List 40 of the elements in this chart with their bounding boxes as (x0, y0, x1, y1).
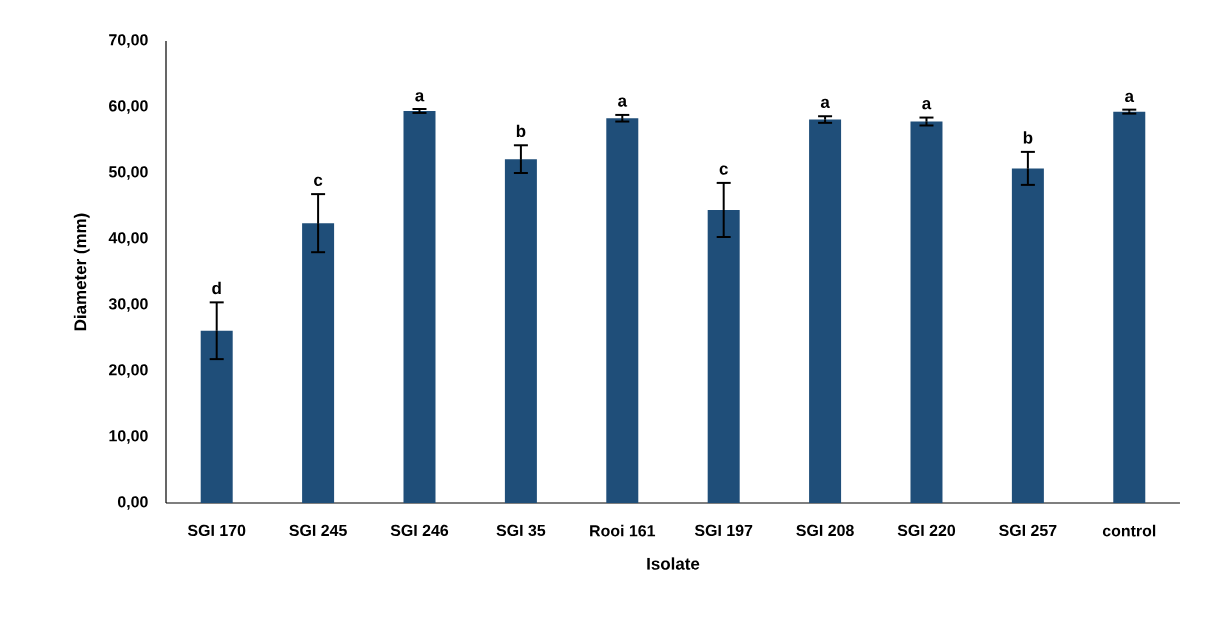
bar (302, 223, 335, 503)
y-tick-label: 20,00 (109, 364, 148, 378)
annotation: b (516, 124, 526, 138)
x-tick-label: SGI 245 (289, 524, 347, 537)
annotation: a (820, 98, 830, 109)
bar (504, 159, 537, 503)
annotation: a (618, 97, 628, 107)
annotation: c (719, 165, 728, 175)
bar (606, 118, 639, 503)
x-tick-label: SGI 257 (999, 524, 1057, 537)
y-tick-label: 50,00 (108, 166, 148, 180)
y-axis-title: Diameter (mm) (73, 213, 90, 331)
y-tick-label: 40,00 (108, 232, 148, 246)
bar (910, 121, 943, 503)
x-tick-label: SGI 170 (187, 524, 246, 537)
bar (1113, 111, 1146, 503)
x-tick-label: SGI 208 (796, 524, 854, 537)
y-tick-label: 0,00 (117, 496, 148, 510)
x-tick-label: SGI 35 (496, 524, 546, 537)
y-tick-label: 10,00 (109, 430, 148, 444)
x-tick-label: control (1102, 524, 1156, 537)
bar (403, 110, 436, 503)
annotation: a (415, 92, 425, 102)
y-tick-label: 60,00 (109, 100, 148, 114)
y-tick-label: 70,00 (109, 34, 148, 48)
annotation: a (1125, 92, 1135, 103)
annotation: c (314, 176, 323, 186)
x-tick-label: SGI 197 (694, 524, 753, 537)
bar (1011, 168, 1044, 503)
annotation: b (1023, 131, 1033, 144)
annotation: d (212, 281, 221, 295)
y-tick-label: 30,00 (108, 298, 148, 312)
x-tick-label: SGI 246 (390, 524, 449, 537)
bar (707, 209, 740, 503)
bar (200, 330, 233, 503)
x-tick-label: Rooi 161 (590, 524, 656, 537)
bar (809, 119, 842, 503)
x-tick-label: SGI 220 (897, 524, 956, 537)
annotation: a (922, 100, 932, 110)
x-axis-title: Isolate (647, 557, 700, 570)
